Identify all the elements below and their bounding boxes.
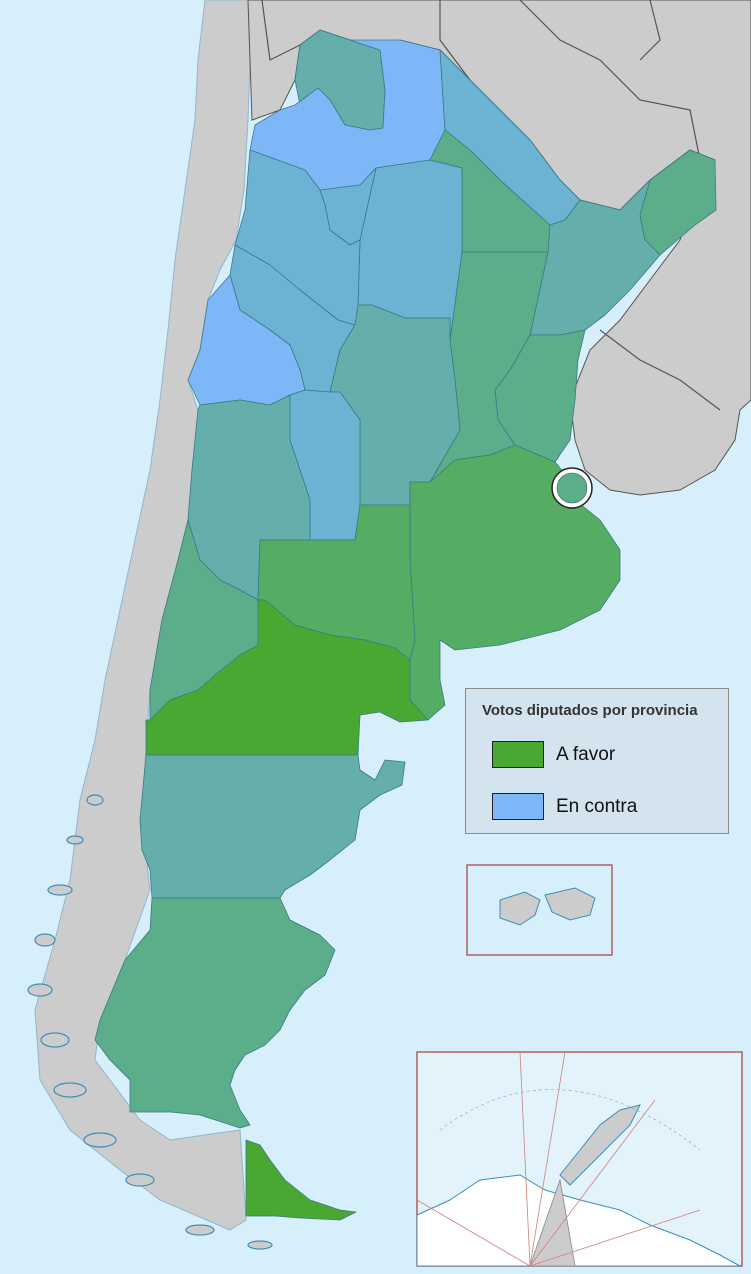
neighbor-borders bbox=[261, 0, 721, 411]
province-tierra-del-fuego[interactable] bbox=[245, 1139, 357, 1221]
legend-label-favor: A favor bbox=[556, 744, 616, 765]
province-rio-negro[interactable] bbox=[145, 599, 429, 756]
legend-swatch-favor bbox=[492, 741, 544, 768]
malvinas-inset bbox=[466, 864, 613, 956]
malvinas-east bbox=[544, 887, 596, 921]
malvinas-west bbox=[499, 891, 541, 926]
antartida-sector bbox=[529, 1178, 576, 1267]
antartida-peninsula bbox=[559, 1104, 641, 1186]
chile-islands bbox=[27, 794, 273, 1250]
antartida-inset bbox=[416, 1051, 743, 1267]
province-caba-fill bbox=[556, 472, 588, 504]
antartida-latitude bbox=[439, 1089, 701, 1151]
provinces bbox=[94, 29, 717, 1221]
province-santa-cruz[interactable] bbox=[94, 897, 336, 1129]
legend-swatch-contra bbox=[492, 793, 544, 820]
legend-label-contra: En contra bbox=[556, 796, 638, 817]
legend: Votos diputados por provincia A favor En… bbox=[465, 688, 729, 834]
antartida-meridians bbox=[416, 1051, 701, 1267]
legend-title: Votos diputados por provincia bbox=[482, 702, 698, 719]
antartida-land bbox=[416, 1174, 741, 1267]
province-chubut[interactable] bbox=[139, 754, 406, 899]
